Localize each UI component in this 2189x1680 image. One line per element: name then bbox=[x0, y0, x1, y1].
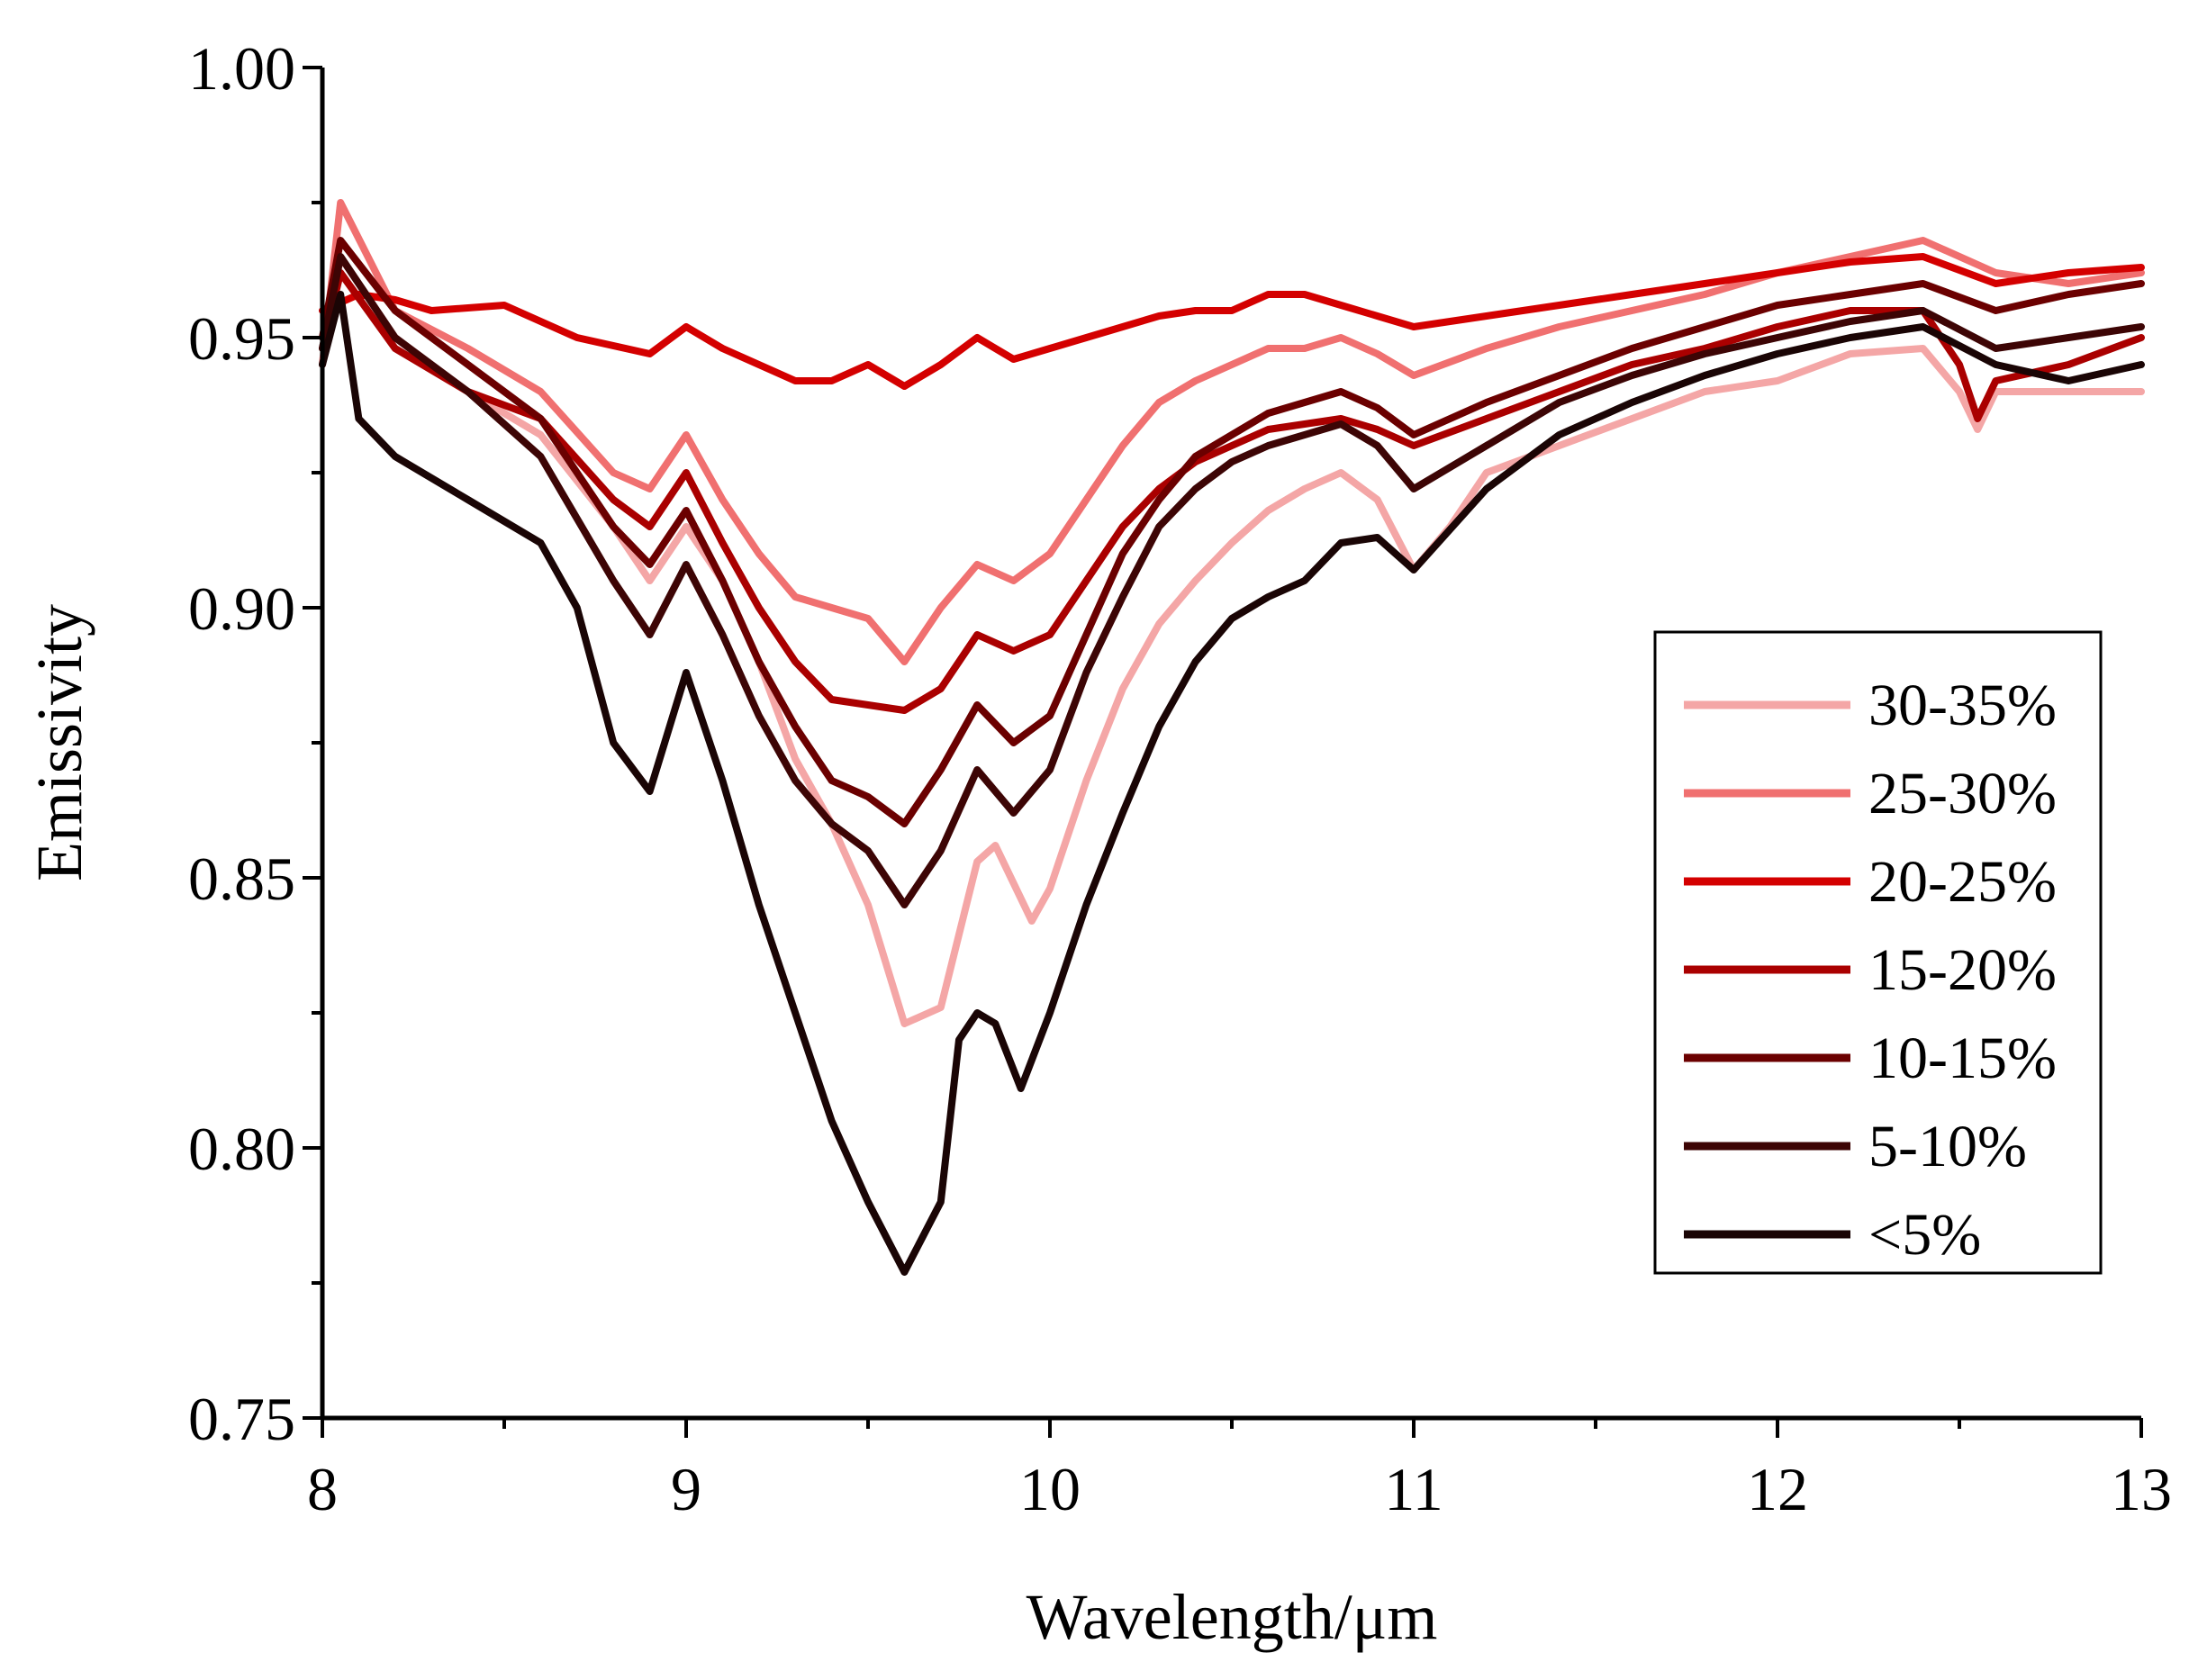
legend-label-4: 10-15% bbox=[1868, 1025, 2057, 1091]
x-tick-label: 10 bbox=[1019, 1455, 1081, 1523]
legend-box bbox=[1653, 630, 2103, 1275]
y-axis-title: Emissivity bbox=[23, 604, 95, 881]
series-line-0 bbox=[319, 253, 2145, 1027]
series-line-6 bbox=[319, 291, 2145, 1276]
y-tick-label: 1.00 bbox=[188, 34, 295, 103]
y-tick-label: 0.90 bbox=[188, 574, 295, 643]
legend-label-2: 20-25% bbox=[1868, 849, 2057, 915]
x-tick-label: 11 bbox=[1384, 1455, 1443, 1523]
y-tick-label: 0.85 bbox=[188, 845, 295, 913]
legend-label-5: 5-10% bbox=[1868, 1114, 2027, 1179]
x-tick-label: 13 bbox=[2111, 1455, 2172, 1523]
series-line-1 bbox=[319, 199, 2145, 665]
x-axis-title: Wavelength/μm bbox=[1027, 1581, 1438, 1653]
legend-label-0: 30-35% bbox=[1868, 673, 2057, 738]
y-tick-label: 0.80 bbox=[188, 1115, 295, 1183]
series-line-2 bbox=[319, 253, 2145, 390]
series-line-4 bbox=[319, 237, 2145, 827]
series-line-5 bbox=[319, 253, 2145, 908]
legend-label-3: 15-20% bbox=[1868, 937, 2057, 1003]
ticks: 8 9 10 11 12 13 0.75 0.80 0.85 0.90 0.95 1.00 bbox=[188, 34, 2172, 1523]
legend: 30-35% 25-30% 20-25% 15-20% 10-15% 5-10% <5% bbox=[1653, 630, 2103, 1275]
x-tick-label: 9 bbox=[671, 1455, 701, 1523]
series-line-3 bbox=[319, 269, 2145, 714]
x-tick-label: 12 bbox=[1747, 1455, 1808, 1523]
x-tick-label: 8 bbox=[307, 1455, 338, 1523]
y-tick-label: 0.95 bbox=[188, 304, 295, 373]
legend-label-6: <5% bbox=[1868, 1202, 1981, 1268]
series-layer bbox=[319, 199, 2145, 1276]
legend-label-1: 25-30% bbox=[1868, 761, 2057, 826]
y-tick-label: 0.75 bbox=[188, 1385, 295, 1453]
